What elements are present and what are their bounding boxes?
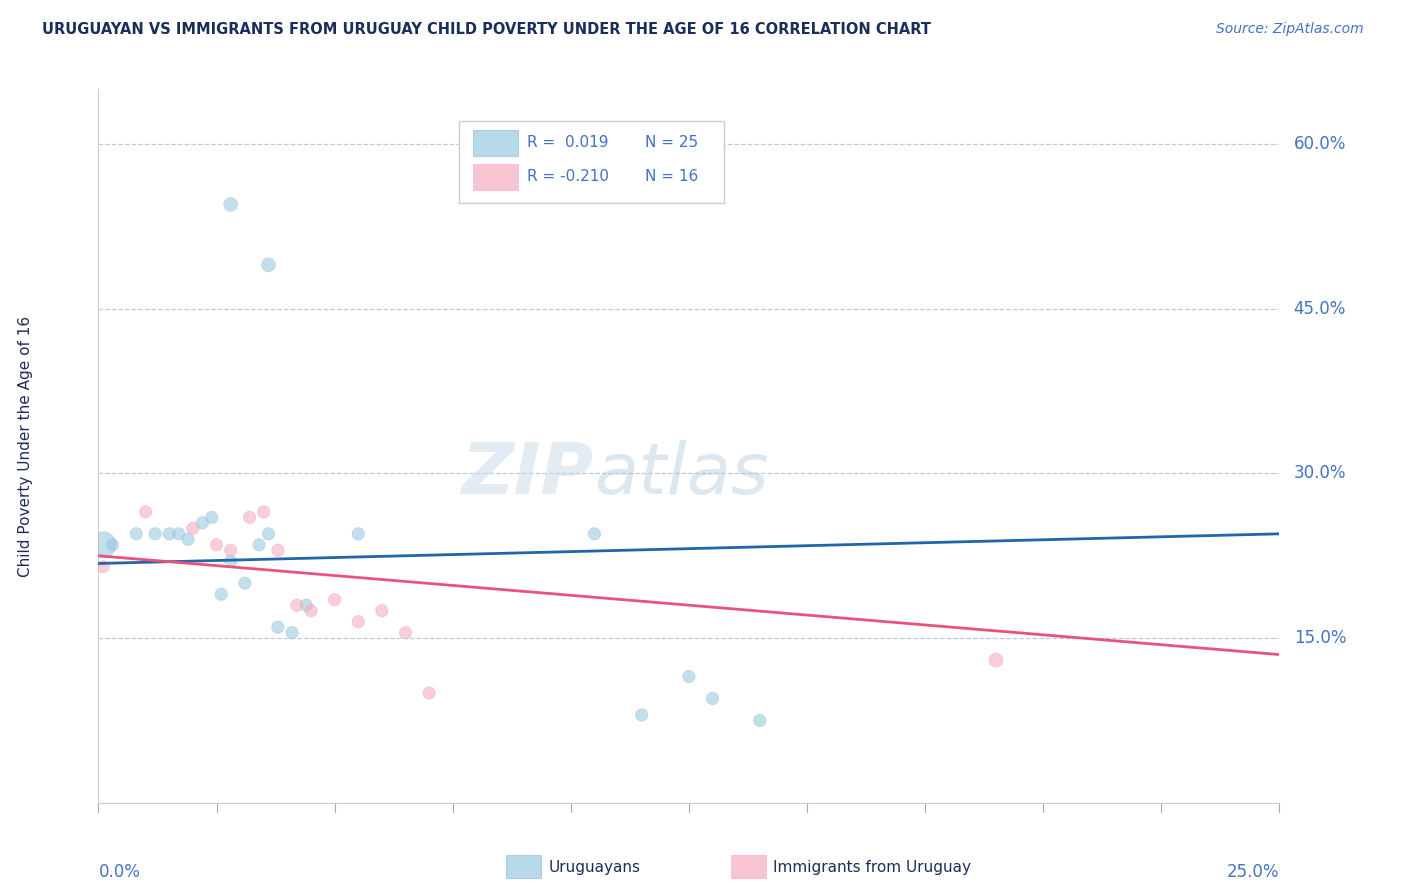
Point <box>347 526 370 541</box>
Point <box>394 625 416 640</box>
Text: ZIP: ZIP <box>463 440 595 509</box>
Point <box>91 538 114 552</box>
Point <box>135 505 157 519</box>
Text: 45.0%: 45.0% <box>1294 300 1346 318</box>
Point <box>984 653 1007 667</box>
Point <box>233 576 256 591</box>
Point <box>219 543 242 558</box>
Text: Uruguayans: Uruguayans <box>548 860 640 874</box>
Point <box>201 510 224 524</box>
Point <box>267 620 290 634</box>
Text: 30.0%: 30.0% <box>1294 465 1346 483</box>
Point <box>205 538 228 552</box>
Text: 15.0%: 15.0% <box>1294 629 1346 647</box>
Text: Source: ZipAtlas.com: Source: ZipAtlas.com <box>1216 22 1364 37</box>
Text: Immigrants from Uruguay: Immigrants from Uruguay <box>773 860 972 874</box>
Point <box>267 543 290 558</box>
Point <box>347 615 370 629</box>
Point <box>257 526 280 541</box>
Point <box>285 598 308 612</box>
Point <box>257 258 280 272</box>
Point <box>239 510 262 524</box>
Text: URUGUAYAN VS IMMIGRANTS FROM URUGUAY CHILD POVERTY UNDER THE AGE OF 16 CORRELATI: URUGUAYAN VS IMMIGRANTS FROM URUGUAY CHI… <box>42 22 931 37</box>
Point <box>167 526 190 541</box>
Text: Child Poverty Under the Age of 16: Child Poverty Under the Age of 16 <box>18 316 34 576</box>
Point <box>702 691 724 706</box>
Point <box>125 526 148 541</box>
FancyBboxPatch shape <box>458 121 724 203</box>
Point <box>678 669 700 683</box>
Text: 25.0%: 25.0% <box>1227 863 1279 881</box>
Text: N = 25: N = 25 <box>645 136 699 150</box>
FancyBboxPatch shape <box>472 130 517 155</box>
Text: N = 16: N = 16 <box>645 169 699 185</box>
Point <box>191 516 214 530</box>
Point <box>323 592 346 607</box>
Point <box>157 526 180 541</box>
Point <box>299 604 322 618</box>
Point <box>219 197 242 211</box>
Point <box>219 554 242 568</box>
Point <box>177 533 200 547</box>
Point <box>101 538 124 552</box>
Point <box>209 587 232 601</box>
Text: 60.0%: 60.0% <box>1294 135 1346 153</box>
Point <box>418 686 440 700</box>
Point <box>181 521 204 535</box>
Point <box>583 526 606 541</box>
Point <box>295 598 318 612</box>
Text: 0.0%: 0.0% <box>98 863 141 881</box>
Text: R = -0.210: R = -0.210 <box>527 169 609 185</box>
Point <box>143 526 166 541</box>
Point <box>91 559 114 574</box>
Point <box>247 538 270 552</box>
Text: atlas: atlas <box>595 440 769 509</box>
Point <box>748 714 770 728</box>
FancyBboxPatch shape <box>472 164 517 190</box>
Text: R =  0.019: R = 0.019 <box>527 136 609 150</box>
Point <box>630 708 652 723</box>
Point <box>253 505 276 519</box>
Point <box>281 625 304 640</box>
Point <box>371 604 394 618</box>
